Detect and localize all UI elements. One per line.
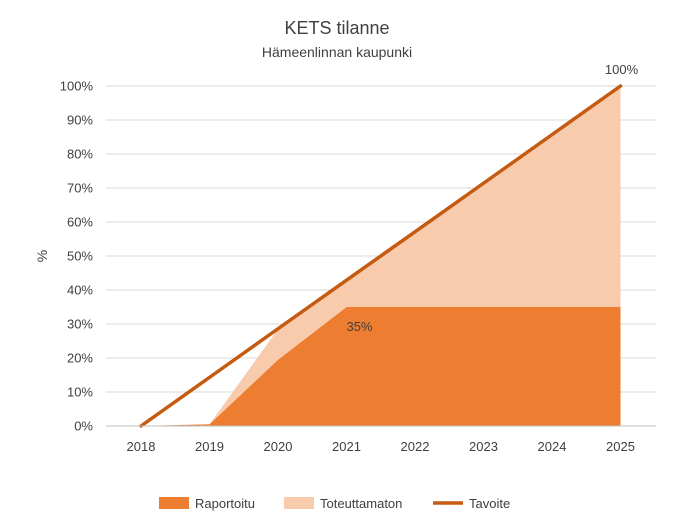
chart-title: KETS tilanne [284, 18, 389, 38]
legend: Raportoitu Toteuttamaton Tavoite [159, 496, 510, 511]
y-tick-label: 60% [67, 215, 93, 230]
x-tick-label: 2018 [127, 439, 156, 454]
legend-label-toteuttamaton: Toteuttamaton [320, 496, 402, 511]
x-tick-label: 2022 [401, 439, 430, 454]
legend-label-tavoite: Tavoite [469, 496, 510, 511]
data-label: 35% [346, 319, 372, 334]
y-axis-label: % [34, 250, 50, 262]
chart-subtitle: Hämeenlinnan kaupunki [262, 44, 412, 60]
legend-label-raportoitu: Raportoitu [195, 496, 255, 511]
data-labels: 35% 100% [346, 62, 638, 334]
y-tick-label: 0% [74, 419, 93, 434]
y-tick-label: 100% [60, 79, 94, 94]
data-label: 100% [605, 62, 639, 77]
y-tick-label: 40% [67, 283, 93, 298]
y-tick-label: 70% [67, 181, 93, 196]
legend-swatch-toteuttamaton [284, 497, 314, 509]
area-raportoitu [141, 307, 621, 426]
y-tick-label: 20% [67, 351, 93, 366]
x-tick-label: 2024 [538, 439, 567, 454]
x-tick-label: 2019 [195, 439, 224, 454]
legend-swatch-raportoitu [159, 497, 189, 509]
y-tick-label: 10% [67, 385, 93, 400]
x-tick-label: 2020 [264, 439, 293, 454]
plot-lines [139, 84, 623, 428]
x-tick-label: 2021 [332, 439, 361, 454]
line-tavoite [139, 84, 623, 428]
axes: 0% 10% 20% 30% 40% 50% 60% 70% 80% 90% 100% 2018 201… [60, 79, 656, 454]
y-tick-label: 50% [67, 249, 93, 264]
y-tick-label: 90% [67, 113, 93, 128]
x-tick-label: 2025 [606, 439, 635, 454]
y-tick-label: 30% [67, 317, 93, 332]
x-tick-label: 2023 [469, 439, 498, 454]
y-tick-label: 80% [67, 147, 93, 162]
